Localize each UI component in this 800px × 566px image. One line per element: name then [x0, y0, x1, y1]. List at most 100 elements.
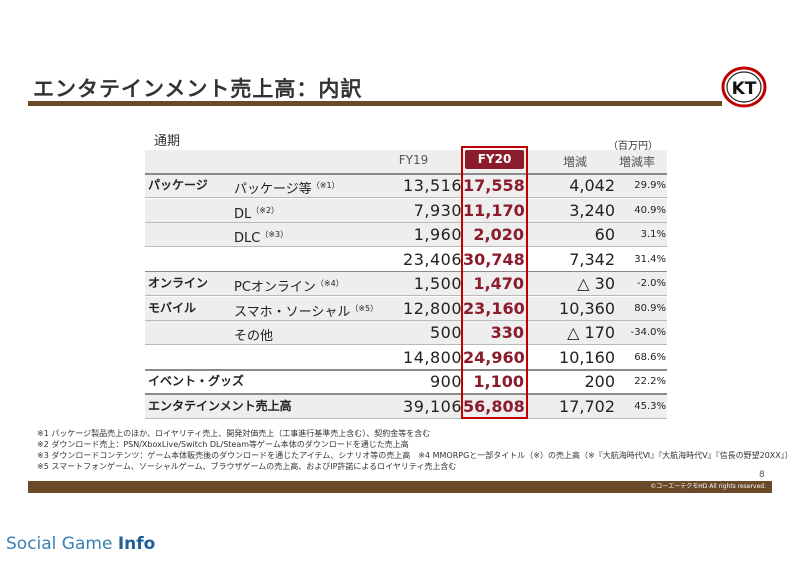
row-category	[145, 199, 229, 222]
footnote-ref: （※1）	[311, 181, 340, 190]
table-row: パッケージ パッケージ等（※1） 13,516 17,558 4,042 29.9%	[145, 174, 667, 197]
value-fy20: 30,748	[463, 250, 525, 269]
row-divider	[145, 246, 667, 247]
table-row: イベント・グッズ 900 1,100 200 22.2%	[145, 370, 667, 393]
header-diff: 増減	[562, 155, 587, 169]
value-fy19: 1,500	[413, 274, 462, 293]
subcategory-label: DL	[234, 207, 252, 222]
slide: エンタテインメント売上高：内訳 KT 通期 （百万円） FY19 FY20 増減…	[28, 66, 793, 493]
header-rate: 増減率	[618, 155, 655, 169]
value-fy20: 56,808	[463, 397, 525, 416]
table-row: 23,406 30,748 7,342 31.4%	[145, 248, 667, 271]
row-category: エンタテインメント売上高	[148, 399, 292, 413]
value-rate: 29.9%	[634, 180, 666, 191]
row-category: モバイル	[148, 301, 197, 315]
value-fy20: 17,558	[463, 176, 525, 195]
value-fy19: 12,800	[403, 299, 462, 318]
value-fy20: 1,100	[473, 372, 524, 391]
row-subcategory: DL（※2）	[230, 199, 458, 222]
value-rate: 45.3%	[634, 401, 666, 412]
footnote: ※2 ダウンロード売上：PSN/XboxLive/Switch DL/Steam…	[37, 440, 409, 449]
logo-text: KT	[732, 79, 757, 99]
row-divider	[145, 222, 667, 223]
row-category: パッケージ	[148, 178, 208, 192]
row-divider	[145, 344, 667, 345]
value-rate: 31.4%	[634, 254, 666, 265]
footnote-ref: （※5）	[350, 304, 379, 313]
value-fy19: 1,960	[413, 225, 462, 244]
title-underline	[28, 101, 722, 106]
value-rate: 68.6%	[634, 352, 666, 363]
subcategory-label: パッケージ等	[234, 182, 312, 197]
subcategory-label: スマホ・ソーシャル	[234, 305, 351, 320]
header-fy20: FY20	[465, 150, 524, 169]
subcategory-label: DLC	[234, 231, 261, 246]
value-fy19: 39,106	[403, 397, 462, 416]
table-row: エンタテインメント売上高 39,106 56,808 17,702 45.3%	[145, 395, 667, 418]
row-subcategory: PCオンライン（※4）	[230, 272, 458, 295]
table-top-rule	[145, 173, 667, 175]
footnotes: ※1 パッケージ製品売上のほか、ロイヤリティ売上、開発対価売上（工事進行基準売上…	[37, 428, 793, 472]
row-divider	[145, 393, 667, 395]
footnote: ※5 スマートフォンゲーム、ソーシャルゲーム、ブラウザゲームの売上高、およびIP…	[37, 462, 457, 471]
table-row: 14,800 24,960 10,160 68.6%	[145, 346, 667, 369]
value-diff: △ 30	[577, 274, 615, 293]
footnote: ※1 パッケージ製品売上のほか、ロイヤリティ売上、開発対価売上（工事進行基準売上…	[37, 429, 431, 438]
row-subcategory: DLC（※3）	[230, 223, 458, 246]
watermark-bold: Info	[117, 534, 156, 554]
subcategory-label: その他	[234, 329, 274, 344]
value-rate: 22.2%	[634, 376, 666, 387]
table-row: モバイル スマホ・ソーシャル（※5） 12,800 23,160 10,360 80.9%	[145, 297, 667, 320]
footnote-ref: （※3）	[260, 230, 289, 239]
row-divider	[145, 418, 667, 419]
value-fy19: 500	[429, 323, 462, 342]
subcategory-label: PCオンライン	[234, 280, 316, 295]
watermark: Social Game Info	[6, 534, 155, 554]
value-rate: 80.9%	[634, 303, 666, 314]
value-rate: 40.9%	[634, 205, 666, 216]
value-fy20: 330	[490, 323, 524, 342]
value-fy20: 23,160	[463, 299, 525, 318]
table-row: DL（※2） 7,930 11,170 3,240 40.9%	[145, 199, 667, 222]
footnote-ref: （※4）	[315, 279, 344, 288]
value-fy19: 7,930	[413, 201, 462, 220]
row-category: イベント・グッズ	[148, 374, 245, 388]
row-divider	[145, 295, 667, 296]
row-category	[145, 248, 229, 271]
value-fy20: 2,020	[473, 225, 524, 244]
row-category	[145, 223, 229, 246]
value-fy19: 14,800	[403, 348, 462, 367]
footer-bar	[28, 481, 772, 493]
value-rate: -2.0%	[636, 278, 666, 289]
value-fy20: 1,470	[473, 274, 524, 293]
value-diff: 10,160	[559, 348, 615, 367]
row-divider	[145, 369, 667, 371]
value-diff: 3,240	[569, 201, 615, 220]
header-row	[145, 150, 667, 173]
value-fy20: 11,170	[463, 201, 525, 220]
header-fy19: FY19	[398, 153, 429, 167]
table-row: DLC（※3） 1,960 2,020 60 3.1%	[145, 223, 667, 246]
watermark-main: Social Game	[6, 534, 118, 554]
fy20-highlight-frame	[461, 146, 528, 419]
row-subcategory: パッケージ等（※1）	[230, 174, 458, 197]
period-label: 通期	[154, 134, 181, 149]
row-divider	[145, 197, 667, 198]
value-diff: 4,042	[569, 176, 615, 195]
page-title: エンタテインメント売上高：内訳	[33, 77, 363, 101]
row-subcategory: スマホ・ソーシャル（※5）	[230, 297, 458, 320]
koei-tecmo-logo: KT	[721, 66, 767, 108]
copyright: ©コーエーテクモHD All rights reserved.	[650, 483, 766, 490]
value-diff: 17,702	[559, 397, 615, 416]
footnote-ref: （※2）	[251, 206, 280, 215]
value-fy19: 13,516	[403, 176, 462, 195]
row-divider	[145, 320, 667, 321]
row-category: オンライン	[148, 276, 209, 290]
value-diff: 7,342	[569, 250, 615, 269]
row-category	[145, 321, 229, 344]
value-fy19: 23,406	[403, 250, 462, 269]
footnote: ※3 ダウンロードコンテンツ：ゲーム本体販売後のダウンロードを通じたアイテム、シ…	[37, 451, 793, 460]
value-fy20: 24,960	[463, 348, 525, 367]
value-rate: 3.1%	[640, 229, 666, 240]
value-diff: 10,360	[559, 299, 615, 318]
